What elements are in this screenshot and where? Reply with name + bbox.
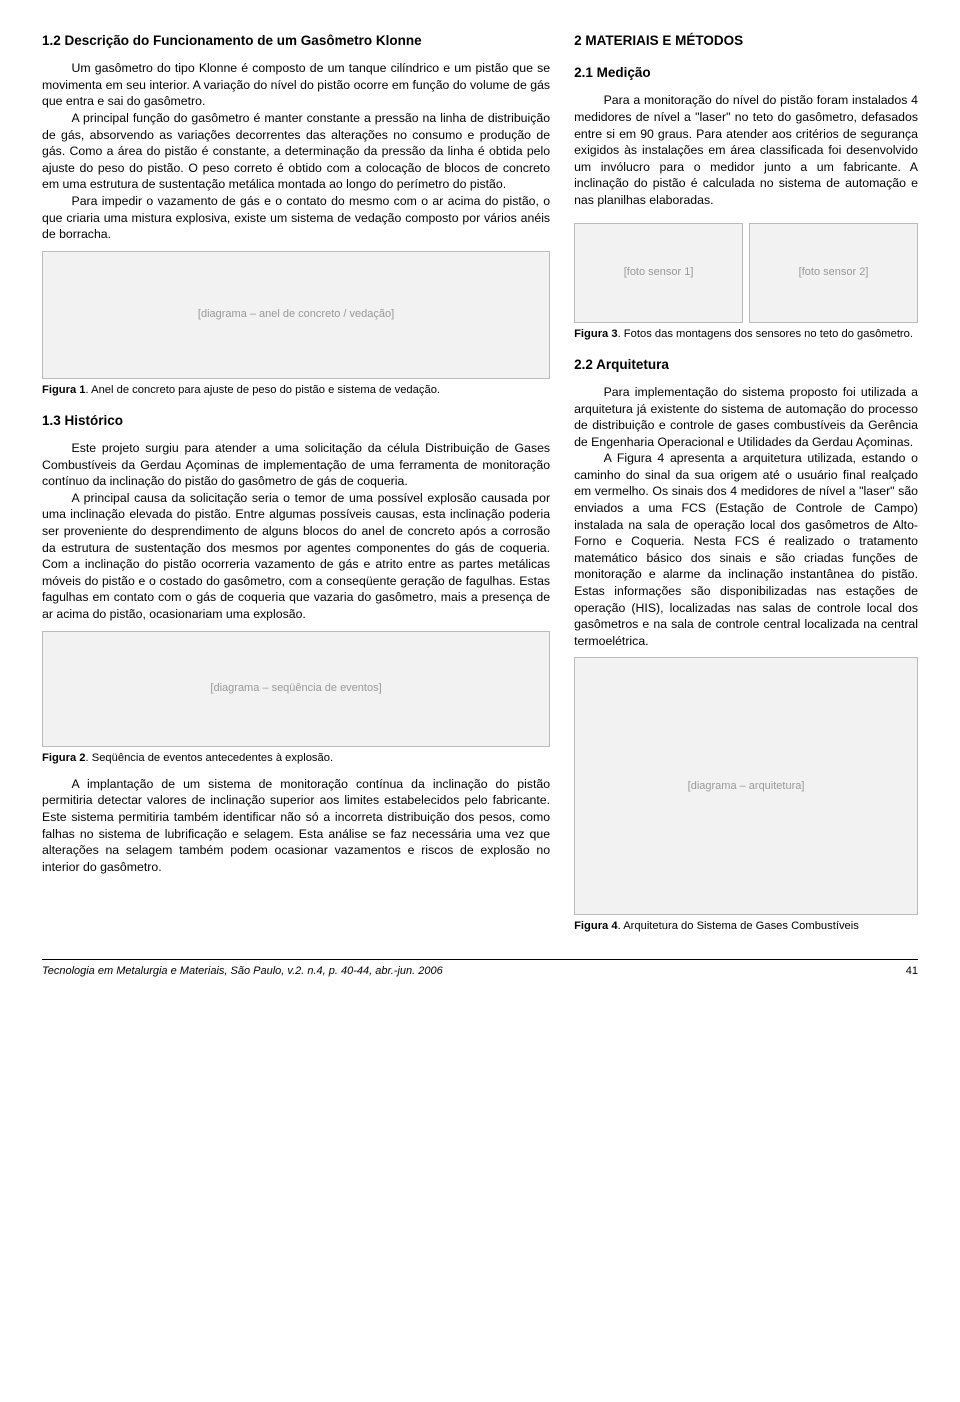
para-2-2-a: Para implementação do sistema proposto f… — [574, 384, 918, 450]
para-2-1: Para a monitoração do nível do pistão fo… — [574, 92, 918, 208]
figure-1-caption: Figura 1. Anel de concreto para ajuste d… — [42, 383, 550, 398]
heading-1-2: 1.2 Descrição do Funcionamento de um Gas… — [42, 32, 550, 50]
figure-3-label: Figura 3 — [574, 328, 618, 340]
figure-4-caption-text: . Arquitetura do Sistema de Gases Combus… — [618, 920, 859, 932]
figure-3a-placeholder: [foto sensor 1] — [624, 265, 694, 280]
figure-4-label: Figura 4 — [574, 920, 618, 932]
footer-journal: Tecnologia em Metalurgia e Materiais, Sã… — [42, 964, 443, 979]
figure-2-label: Figura 2 — [42, 752, 86, 764]
heading-2: 2 MATERIAIS E MÉTODOS — [574, 32, 918, 50]
figure-1-image: [diagrama – anel de concreto / vedação] — [42, 251, 550, 379]
right-column: 2 MATERIAIS E MÉTODOS 2.1 Medição Para a… — [574, 32, 918, 945]
figure-1-caption-text: . Anel de concreto para ajuste de peso d… — [86, 384, 441, 396]
figure-1-label: Figura 1 — [42, 384, 86, 396]
page-columns: 1.2 Descrição do Funcionamento de um Gas… — [42, 32, 918, 945]
page-footer: Tecnologia em Metalurgia e Materiais, Sã… — [42, 959, 918, 979]
figure-3-row: [foto sensor 1] [foto sensor 2] — [574, 217, 918, 323]
figure-4-placeholder: [diagrama – arquitetura] — [688, 779, 805, 794]
figure-1-placeholder: [diagrama – anel de concreto / vedação] — [198, 307, 394, 322]
figure-3-caption-text: . Fotos das montagens dos sensores no te… — [618, 328, 913, 340]
para-1-2-c: Para impedir o vazamento de gás e o cont… — [42, 193, 550, 243]
para-1-2-a: Um gasômetro do tipo Klonne é composto d… — [42, 60, 550, 110]
figure-3-image-b: [foto sensor 2] — [749, 223, 918, 323]
figure-2-caption: Figura 2. Seqüência de eventos anteceden… — [42, 751, 550, 766]
para-1-2-b: A principal função do gasômetro é manter… — [42, 110, 550, 193]
left-column: 1.2 Descrição do Funcionamento de um Gas… — [42, 32, 550, 945]
para-1-3-b: A principal causa da solicitação seria o… — [42, 490, 550, 623]
figure-2-image: [diagrama – seqüência de eventos] — [42, 631, 550, 747]
figure-3b-placeholder: [foto sensor 2] — [799, 265, 869, 280]
para-1-3-a: Este projeto surgiu para atender a uma s… — [42, 440, 550, 490]
para-2-2-b: A Figura 4 apresenta a arquitetura utili… — [574, 450, 918, 649]
footer-page-number: 41 — [906, 964, 918, 979]
heading-1-3: 1.3 Histórico — [42, 412, 550, 430]
figure-4-caption: Figura 4. Arquitetura do Sistema de Gase… — [574, 919, 918, 934]
heading-2-2: 2.2 Arquitetura — [574, 356, 918, 374]
figure-2-placeholder: [diagrama – seqüência de eventos] — [210, 681, 381, 696]
heading-2-1: 2.1 Medição — [574, 64, 918, 82]
para-1-3-c: A implantação de um sistema de monitoraç… — [42, 776, 550, 876]
figure-2-caption-text: . Seqüência de eventos antecedentes à ex… — [86, 752, 334, 764]
figure-4-image: [diagrama – arquitetura] — [574, 657, 918, 915]
figure-3-caption: Figura 3. Fotos das montagens dos sensor… — [574, 327, 918, 342]
figure-3-image-a: [foto sensor 1] — [574, 223, 743, 323]
